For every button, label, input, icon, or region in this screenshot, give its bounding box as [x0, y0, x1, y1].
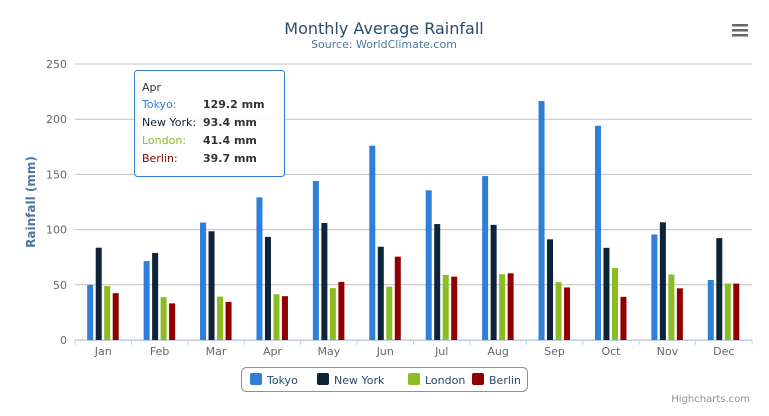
bar-berlin-feb[interactable]	[169, 303, 176, 340]
x-tick-label: Mar	[206, 345, 227, 358]
tooltip-series-value: 129.2 mm	[203, 98, 265, 111]
bar-berlin-dec[interactable]	[733, 283, 740, 340]
tooltip-header: Apr	[142, 81, 162, 94]
x-tick-label: Feb	[150, 345, 169, 358]
bar-new-york-feb[interactable]	[152, 253, 159, 340]
x-tick-label: Apr	[263, 345, 283, 358]
bar-berlin-jun[interactable]	[394, 256, 401, 340]
bar-london-feb[interactable]	[160, 297, 167, 340]
bar-new-york-may[interactable]	[321, 222, 328, 340]
tooltip-series-label: London:	[142, 134, 186, 147]
tooltip-series-label: New York:	[142, 116, 196, 129]
bar-new-york-jul[interactable]	[434, 224, 441, 340]
x-tick-label: Jul	[434, 345, 448, 358]
bar-new-york-oct[interactable]	[603, 247, 610, 340]
bar-new-york-dec[interactable]	[716, 238, 723, 340]
bar-london-aug[interactable]	[499, 274, 506, 340]
x-tick-label: May	[318, 345, 341, 358]
bar-tokyo-nov[interactable]	[651, 234, 658, 340]
x-tick-label: Jun	[376, 345, 394, 358]
bar-tokyo-dec[interactable]	[707, 279, 714, 340]
bar-new-york-nov[interactable]	[659, 222, 666, 340]
bar-london-may[interactable]	[329, 288, 336, 340]
legend-symbol	[472, 373, 484, 385]
x-tick-label: Jan	[94, 345, 112, 358]
bar-tokyo-feb[interactable]	[143, 261, 150, 340]
bar-london-mar[interactable]	[217, 296, 224, 340]
menu-button[interactable]	[731, 22, 749, 38]
legend-item-new-york[interactable]: New York	[317, 373, 385, 387]
bar-tokyo-mar[interactable]	[200, 222, 207, 340]
legend-item-berlin[interactable]: Berlin	[472, 373, 521, 387]
y-axis-label: Rainfall (mm)	[24, 156, 38, 248]
bar-new-york-sep[interactable]	[547, 239, 554, 340]
bar-london-jul[interactable]	[442, 274, 449, 340]
y-tick-label: 100	[46, 224, 67, 237]
bar-tokyo-jan[interactable]	[87, 284, 94, 340]
legend-item-tokyo[interactable]: Tokyo	[250, 373, 298, 387]
tooltip-series-value: 93.4 mm	[203, 116, 257, 129]
y-tick-label: 0	[60, 334, 67, 347]
bar-london-oct[interactable]	[611, 268, 618, 340]
tooltip-series-value: 41.4 mm	[203, 134, 257, 147]
legend-item-london[interactable]: London	[408, 373, 465, 387]
legend-symbol	[250, 373, 262, 385]
bar-tokyo-may[interactable]	[312, 181, 319, 340]
tooltip-series-label: Tokyo:	[141, 98, 177, 111]
bar-london-dec[interactable]	[724, 283, 731, 340]
hamburger-menu-icon[interactable]	[732, 24, 748, 27]
bar-berlin-jul[interactable]	[451, 276, 458, 340]
bar-tokyo-aug[interactable]	[482, 176, 489, 340]
x-tick-label: Aug	[487, 345, 508, 358]
bar-berlin-may[interactable]	[338, 281, 345, 340]
bar-berlin-oct[interactable]	[620, 296, 627, 340]
bar-tokyo-jul[interactable]	[425, 190, 432, 340]
bar-london-nov[interactable]	[668, 274, 675, 340]
tooltip-series-label: Berlin:	[142, 152, 178, 165]
legend-box	[241, 367, 528, 392]
bar-berlin-sep[interactable]	[564, 287, 571, 340]
bar-berlin-apr[interactable]	[281, 296, 288, 340]
legend-label: Berlin	[489, 374, 521, 387]
credits-link[interactable]: Highcharts.com	[671, 394, 750, 405]
legend-symbol	[317, 373, 329, 385]
bar-tokyo-jun[interactable]	[369, 145, 376, 340]
bar-berlin-aug[interactable]	[507, 273, 514, 340]
bar-new-york-aug[interactable]	[490, 224, 497, 340]
y-tick-label: 250	[46, 58, 67, 71]
legend-label: Tokyo	[266, 374, 298, 387]
x-tick-label: Dec	[713, 345, 734, 358]
bar-berlin-nov[interactable]	[676, 288, 683, 340]
bar-london-jun[interactable]	[386, 286, 393, 340]
bar-new-york-apr[interactable]	[264, 236, 271, 340]
y-tick-label: 200	[46, 113, 67, 126]
x-tick-label: Oct	[601, 345, 621, 358]
chart-title: Monthly Average Rainfall	[284, 19, 483, 38]
legend-label: New York	[334, 374, 385, 387]
bar-berlin-jan[interactable]	[112, 293, 119, 340]
y-tick-label: 150	[46, 168, 67, 181]
tooltip-box	[134, 70, 285, 177]
bar-tokyo-sep[interactable]	[538, 101, 545, 341]
bar-new-york-jan[interactable]	[95, 247, 102, 340]
bar-london-jan[interactable]	[104, 286, 111, 340]
legend-symbol	[408, 373, 420, 385]
bar-tokyo-oct[interactable]	[594, 125, 601, 341]
legend-label: London	[425, 374, 465, 387]
y-tick-label: 50	[53, 279, 67, 292]
tooltip-series-value: 39.7 mm	[203, 152, 257, 165]
bar-london-apr[interactable]	[273, 294, 280, 340]
x-tick-label: Sep	[544, 345, 565, 358]
bar-london-sep[interactable]	[555, 282, 562, 340]
bar-new-york-jun[interactable]	[377, 246, 384, 340]
bar-tokyo-apr[interactable]	[256, 197, 263, 340]
chart-subtitle: Source: WorldClimate.com	[311, 38, 457, 51]
x-tick-label: Nov	[657, 345, 679, 358]
bar-berlin-mar[interactable]	[225, 301, 232, 340]
bar-new-york-mar[interactable]	[208, 231, 215, 340]
